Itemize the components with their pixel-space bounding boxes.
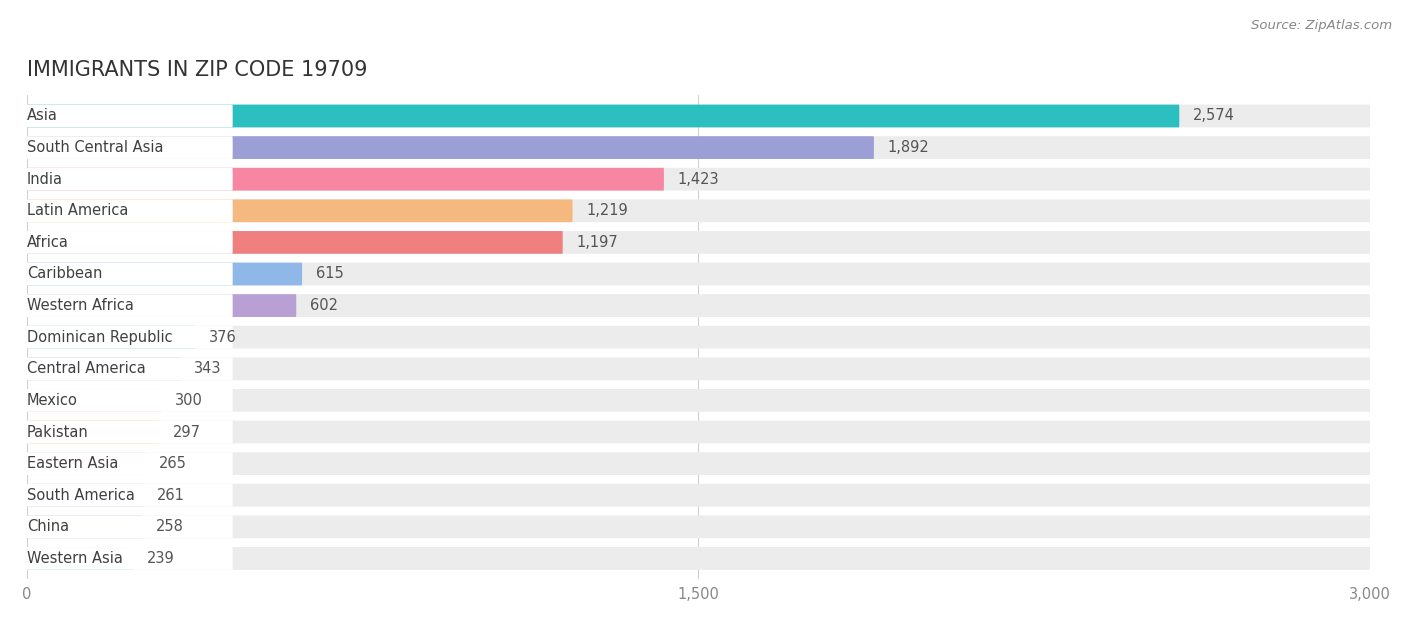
Text: Africa: Africa (27, 235, 69, 250)
FancyBboxPatch shape (27, 105, 233, 127)
Text: South Central Asia: South Central Asia (27, 140, 163, 155)
Text: 297: 297 (173, 424, 201, 440)
Text: Western Africa: Western Africa (27, 298, 134, 313)
Text: Mexico: Mexico (27, 393, 77, 408)
Text: 1,219: 1,219 (586, 203, 627, 218)
FancyBboxPatch shape (27, 358, 180, 380)
Text: Eastern Asia: Eastern Asia (27, 456, 118, 471)
FancyBboxPatch shape (27, 358, 1369, 380)
FancyBboxPatch shape (27, 231, 1369, 254)
FancyBboxPatch shape (27, 421, 233, 444)
FancyBboxPatch shape (27, 136, 1369, 159)
FancyBboxPatch shape (27, 326, 1369, 349)
FancyBboxPatch shape (27, 484, 233, 507)
FancyBboxPatch shape (27, 389, 1369, 412)
Text: 615: 615 (315, 266, 343, 282)
FancyBboxPatch shape (27, 326, 195, 349)
FancyBboxPatch shape (27, 547, 1369, 570)
FancyBboxPatch shape (27, 326, 233, 349)
Text: Latin America: Latin America (27, 203, 128, 218)
Text: 1,423: 1,423 (678, 172, 718, 186)
Text: Source: ZipAtlas.com: Source: ZipAtlas.com (1251, 19, 1392, 32)
FancyBboxPatch shape (27, 231, 233, 254)
Text: 1,892: 1,892 (887, 140, 929, 155)
FancyBboxPatch shape (27, 105, 1369, 127)
FancyBboxPatch shape (27, 294, 1369, 317)
FancyBboxPatch shape (27, 199, 233, 222)
Text: Caribbean: Caribbean (27, 266, 103, 282)
FancyBboxPatch shape (27, 294, 233, 317)
Text: Asia: Asia (27, 109, 58, 123)
FancyBboxPatch shape (27, 136, 233, 159)
FancyBboxPatch shape (27, 516, 142, 538)
Text: 258: 258 (156, 520, 184, 534)
Text: Central America: Central America (27, 361, 146, 376)
FancyBboxPatch shape (27, 199, 1369, 222)
FancyBboxPatch shape (27, 484, 1369, 507)
Text: India: India (27, 172, 63, 186)
Text: Dominican Republic: Dominican Republic (27, 330, 173, 345)
FancyBboxPatch shape (27, 547, 134, 570)
FancyBboxPatch shape (27, 389, 233, 412)
FancyBboxPatch shape (27, 452, 233, 475)
FancyBboxPatch shape (27, 516, 233, 538)
FancyBboxPatch shape (27, 231, 562, 254)
FancyBboxPatch shape (27, 105, 1180, 127)
Text: Pakistan: Pakistan (27, 424, 89, 440)
Text: 343: 343 (194, 361, 221, 376)
Text: IMMIGRANTS IN ZIP CODE 19709: IMMIGRANTS IN ZIP CODE 19709 (27, 60, 367, 80)
FancyBboxPatch shape (27, 421, 1369, 444)
FancyBboxPatch shape (27, 199, 572, 222)
FancyBboxPatch shape (27, 421, 160, 444)
Text: 2,574: 2,574 (1192, 109, 1234, 123)
Text: South America: South America (27, 487, 135, 503)
FancyBboxPatch shape (27, 262, 233, 285)
FancyBboxPatch shape (27, 484, 143, 507)
FancyBboxPatch shape (27, 389, 162, 412)
Text: 1,197: 1,197 (576, 235, 617, 250)
Text: China: China (27, 520, 69, 534)
FancyBboxPatch shape (27, 547, 233, 570)
FancyBboxPatch shape (27, 262, 302, 285)
Text: 300: 300 (174, 393, 202, 408)
FancyBboxPatch shape (27, 136, 875, 159)
FancyBboxPatch shape (27, 168, 664, 190)
FancyBboxPatch shape (27, 294, 297, 317)
FancyBboxPatch shape (27, 358, 233, 380)
Text: Western Asia: Western Asia (27, 551, 122, 566)
Text: 602: 602 (309, 298, 337, 313)
FancyBboxPatch shape (27, 452, 145, 475)
FancyBboxPatch shape (27, 452, 1369, 475)
FancyBboxPatch shape (27, 168, 1369, 190)
Text: 376: 376 (208, 330, 236, 345)
FancyBboxPatch shape (27, 516, 1369, 538)
FancyBboxPatch shape (27, 168, 233, 190)
Text: 261: 261 (157, 487, 186, 503)
Text: 239: 239 (148, 551, 174, 566)
Text: 265: 265 (159, 456, 187, 471)
FancyBboxPatch shape (27, 262, 1369, 285)
